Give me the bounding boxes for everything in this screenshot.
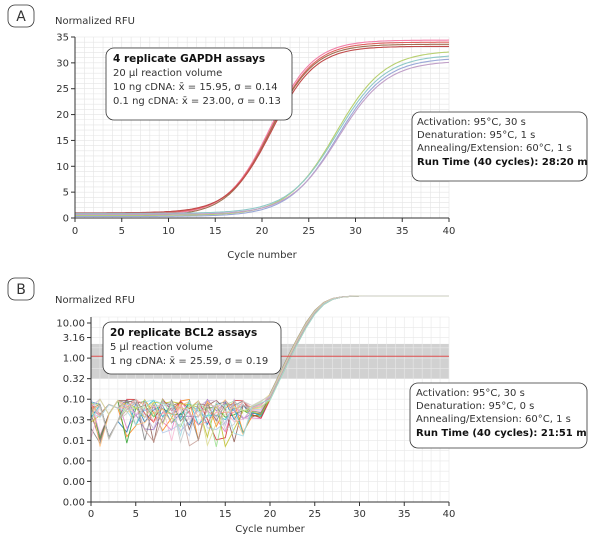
panel-a-x-tick-label: 0 (72, 226, 78, 237)
panel-a-y-tick-label: 5 (63, 188, 69, 199)
panel-a-conditions-box: Activation: 95°C, 30 s Denaturation: 95°… (411, 111, 588, 182)
panel-b-conditions-box: Activation: 95°C, 30 s Denaturation: 95°… (409, 382, 588, 449)
panel-a-y-tick-label: 35 (56, 33, 69, 44)
panel-a-curve (75, 45, 449, 214)
panel-a-y-axis-label: Normalized RFU (55, 16, 135, 27)
panel-b-y-tick-label: 0.00 (63, 498, 85, 509)
panel-b-y-tick-label: 0.00 (63, 477, 85, 488)
panel-b-conditions-line-1: Activation: 95°C, 30 s (416, 388, 525, 399)
panel-b-x-tick-label: 40 (443, 509, 456, 520)
panel-a-y-tick-label: 30 (56, 58, 69, 69)
panel-b-letter: B (16, 282, 26, 298)
panel-b-x-tick-label: 30 (353, 509, 366, 520)
panel-a-legend-line-2: 10 ng cDNA: x̄ = 15.95, σ = 0.14 (113, 82, 278, 93)
panel-a-x-tick-label: 5 (119, 226, 125, 237)
panel-b-y-tick-label: 3.16 (63, 333, 85, 344)
panel-b-legend-title: 20 replicate BCL2 assays (110, 327, 257, 339)
panel-b-x-tick-label: 15 (219, 509, 232, 520)
panel-b-x-tick-label: 20 (264, 509, 277, 520)
panel-a-y-tick-label: 20 (56, 110, 69, 121)
panel-a-x-tick-label: 40 (443, 226, 456, 237)
panel-b-legend-line-1: 5 µl reaction volume (110, 342, 213, 353)
panel-b-x-tick-label: 25 (308, 509, 321, 520)
panel-b-y-tick-label: 0.10 (63, 395, 85, 406)
panel-b-legend-box: 20 replicate BCL2 assays 5 µl reaction v… (102, 321, 282, 375)
panel-b-y-tick-label: 10.00 (56, 319, 85, 330)
panel-b-curve (90, 295, 449, 445)
panel-a-legend-title: 4 replicate GAPDH assays (113, 53, 265, 65)
panel-a-x-tick-label: 15 (209, 226, 222, 237)
panel-a-letter-box (7, 4, 35, 28)
panel-b-letter-box (7, 277, 35, 301)
panel-a-x-tick-label: 35 (396, 226, 409, 237)
panel-b-y-tick-label: 1.00 (63, 354, 85, 365)
panel-b-x-tick-label: 0 (88, 509, 94, 520)
panel-a-curve (75, 55, 450, 214)
panel-a-conditions-line-1: Activation: 95°C, 30 s (417, 117, 526, 128)
panel-a-conditions-line-2: Denaturation: 95°C, 1 s (417, 130, 535, 141)
panel-b-x-tick-label: 5 (133, 509, 139, 520)
panel-a-y-tick-label: 0 (63, 214, 69, 225)
panel-b-legend-line-2: 1 ng cDNA: x̄ = 25.59, σ = 0.19 (110, 356, 268, 367)
panel-a-x-tick-label: 25 (302, 226, 315, 237)
panel-a-x-axis-label: Cycle number (227, 250, 297, 261)
panel-a-curve (75, 58, 450, 217)
panel-a-x-tick-label: 30 (349, 226, 362, 237)
panel-b-axes: 0.00 0.00 0.00 0.01 0.03 0.10 0.32 1.00 3.16 10.0… (56, 317, 455, 520)
panel-a-y-tick-label: 10 (56, 162, 69, 173)
panel-b-y-tick-label: 0.03 (63, 415, 85, 426)
panel-a-legend-line-1: 20 µl reaction volume (113, 68, 222, 79)
panel-b: B Normalized RFU 0.00 0.00 0.00 0.01 0.03 0.1… (7, 277, 588, 535)
panel-a-y-tick-label: 15 (56, 136, 69, 147)
panel-a-x-tick-label: 10 (162, 226, 175, 237)
panel-b-y-tick-label: 0.01 (63, 436, 85, 447)
panel-a-y-tick-label: 25 (56, 84, 69, 95)
panel-a-run-time: Run Time (40 cycles): 28:20 m (417, 157, 588, 168)
panel-b-y-tick-label: 0.32 (63, 374, 85, 385)
panel-b-y-tick-label: 0.00 (63, 456, 85, 467)
panel-a-conditions-line-3: Annealing/Extension: 60°C, 1 s (417, 143, 572, 154)
panel-a-curves (75, 39, 450, 217)
panel-a: A Normalized RFU 0 5 10 15 20 25 30 35 0 5 10 15 20 2… (7, 4, 588, 261)
panel-a-x-tick-label: 20 (256, 226, 269, 237)
panel-a-legend-box: 4 replicate GAPDH assays 20 µl reaction … (105, 47, 293, 121)
panel-b-y-axis-label: Normalized RFU (55, 295, 135, 306)
panel-a-axes: 0 5 10 15 20 25 30 35 0 5 10 15 20 25 30 35 40 (56, 33, 455, 238)
panel-b-run-time: Run Time (40 cycles): 21:51 m (416, 428, 587, 439)
panel-b-conditions-line-2: Denaturation: 95°C, 0 s (416, 401, 534, 412)
panel-b-conditions-line-3: Annealing/Extension: 60°C, 1 s (416, 414, 571, 425)
panel-a-legend-line-3: 0.1 ng cDNA: x̄ = 23.00, σ = 0.13 (113, 96, 281, 107)
panel-b-x-tick-label: 10 (174, 509, 187, 520)
panel-b-x-axis-label: Cycle number (235, 524, 305, 535)
panel-a-letter: A (16, 9, 26, 25)
panel-b-curves (90, 295, 449, 448)
panel-b-x-tick-label: 35 (398, 509, 411, 520)
panel-a-curve (75, 61, 450, 215)
